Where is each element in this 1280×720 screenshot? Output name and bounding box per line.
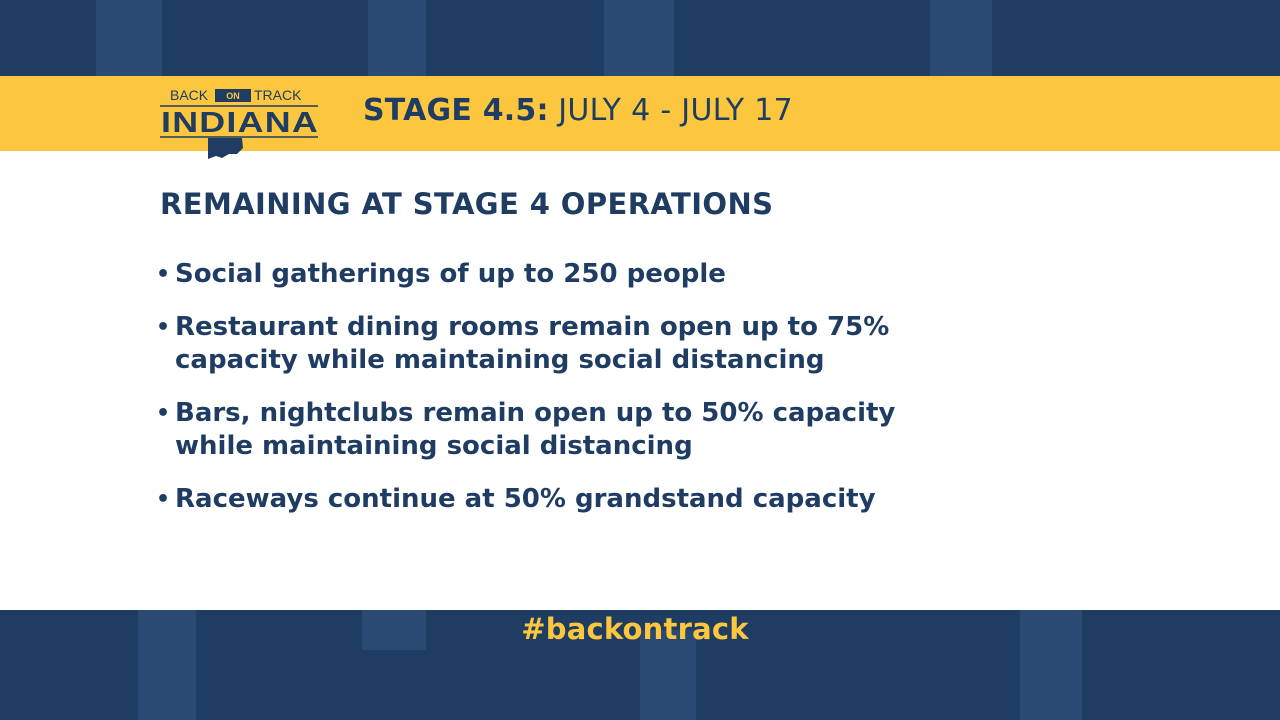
indiana-silhouette-decoration: [930, 0, 992, 76]
logo-back-text: BACK: [170, 87, 209, 103]
indiana-silhouette-decoration: [362, 610, 426, 650]
indiana-silhouette-decoration: [1020, 610, 1082, 720]
stage-label: STAGE 4.5:: [363, 93, 549, 128]
bullet-dot: •: [156, 487, 171, 512]
stage-dates: JULY 4 - JULY 17: [558, 93, 793, 128]
logo-on-box: [215, 89, 251, 102]
indiana-silhouette-decoration: [138, 610, 196, 720]
logo-track-text: TRACK: [254, 87, 302, 103]
bullet-dot: •: [156, 401, 171, 426]
hashtag: #backontrack: [521, 612, 749, 646]
logo-on-text: ON: [226, 91, 240, 101]
list-item-text: Restaurant dining rooms remain open up t…: [175, 312, 890, 375]
list-item-text: Raceways continue at 50% grandstand capa…: [175, 484, 876, 514]
bullet-dot: •: [156, 315, 171, 340]
top-banner: [0, 0, 1280, 76]
operations-list: • Social gatherings of up to 250 people …: [156, 258, 946, 536]
logo-graphic: BACK ON TRACK INDIANA: [160, 87, 319, 159]
list-item: • Bars, nightclubs remain open up to 50%…: [156, 397, 946, 463]
logo-indiana-text: INDIANA: [161, 107, 319, 139]
list-item: • Raceways continue at 50% grandstand ca…: [156, 483, 946, 516]
indiana-state-icon: [208, 138, 243, 159]
indiana-silhouette-decoration: [368, 0, 426, 76]
stage-title: STAGE 4.5: JULY 4 - JULY 17: [363, 91, 793, 131]
list-item-text: Social gatherings of up to 250 people: [175, 259, 726, 289]
list-item: • Social gatherings of up to 250 people: [156, 258, 946, 291]
list-item-text: Bars, nightclubs remain open up to 50% c…: [175, 398, 896, 461]
indiana-silhouette-decoration: [640, 630, 696, 720]
list-item: • Restaurant dining rooms remain open up…: [156, 311, 946, 377]
indiana-silhouette-decoration: [96, 0, 162, 76]
footer-banner: [0, 610, 1280, 720]
indiana-silhouette-decoration: [604, 0, 674, 76]
bullet-dot: •: [156, 262, 171, 287]
section-heading: REMAINING AT STAGE 4 OPERATIONS: [160, 187, 774, 221]
back-on-track-indiana-logo: BACK ON TRACK INDIANA: [158, 84, 324, 160]
